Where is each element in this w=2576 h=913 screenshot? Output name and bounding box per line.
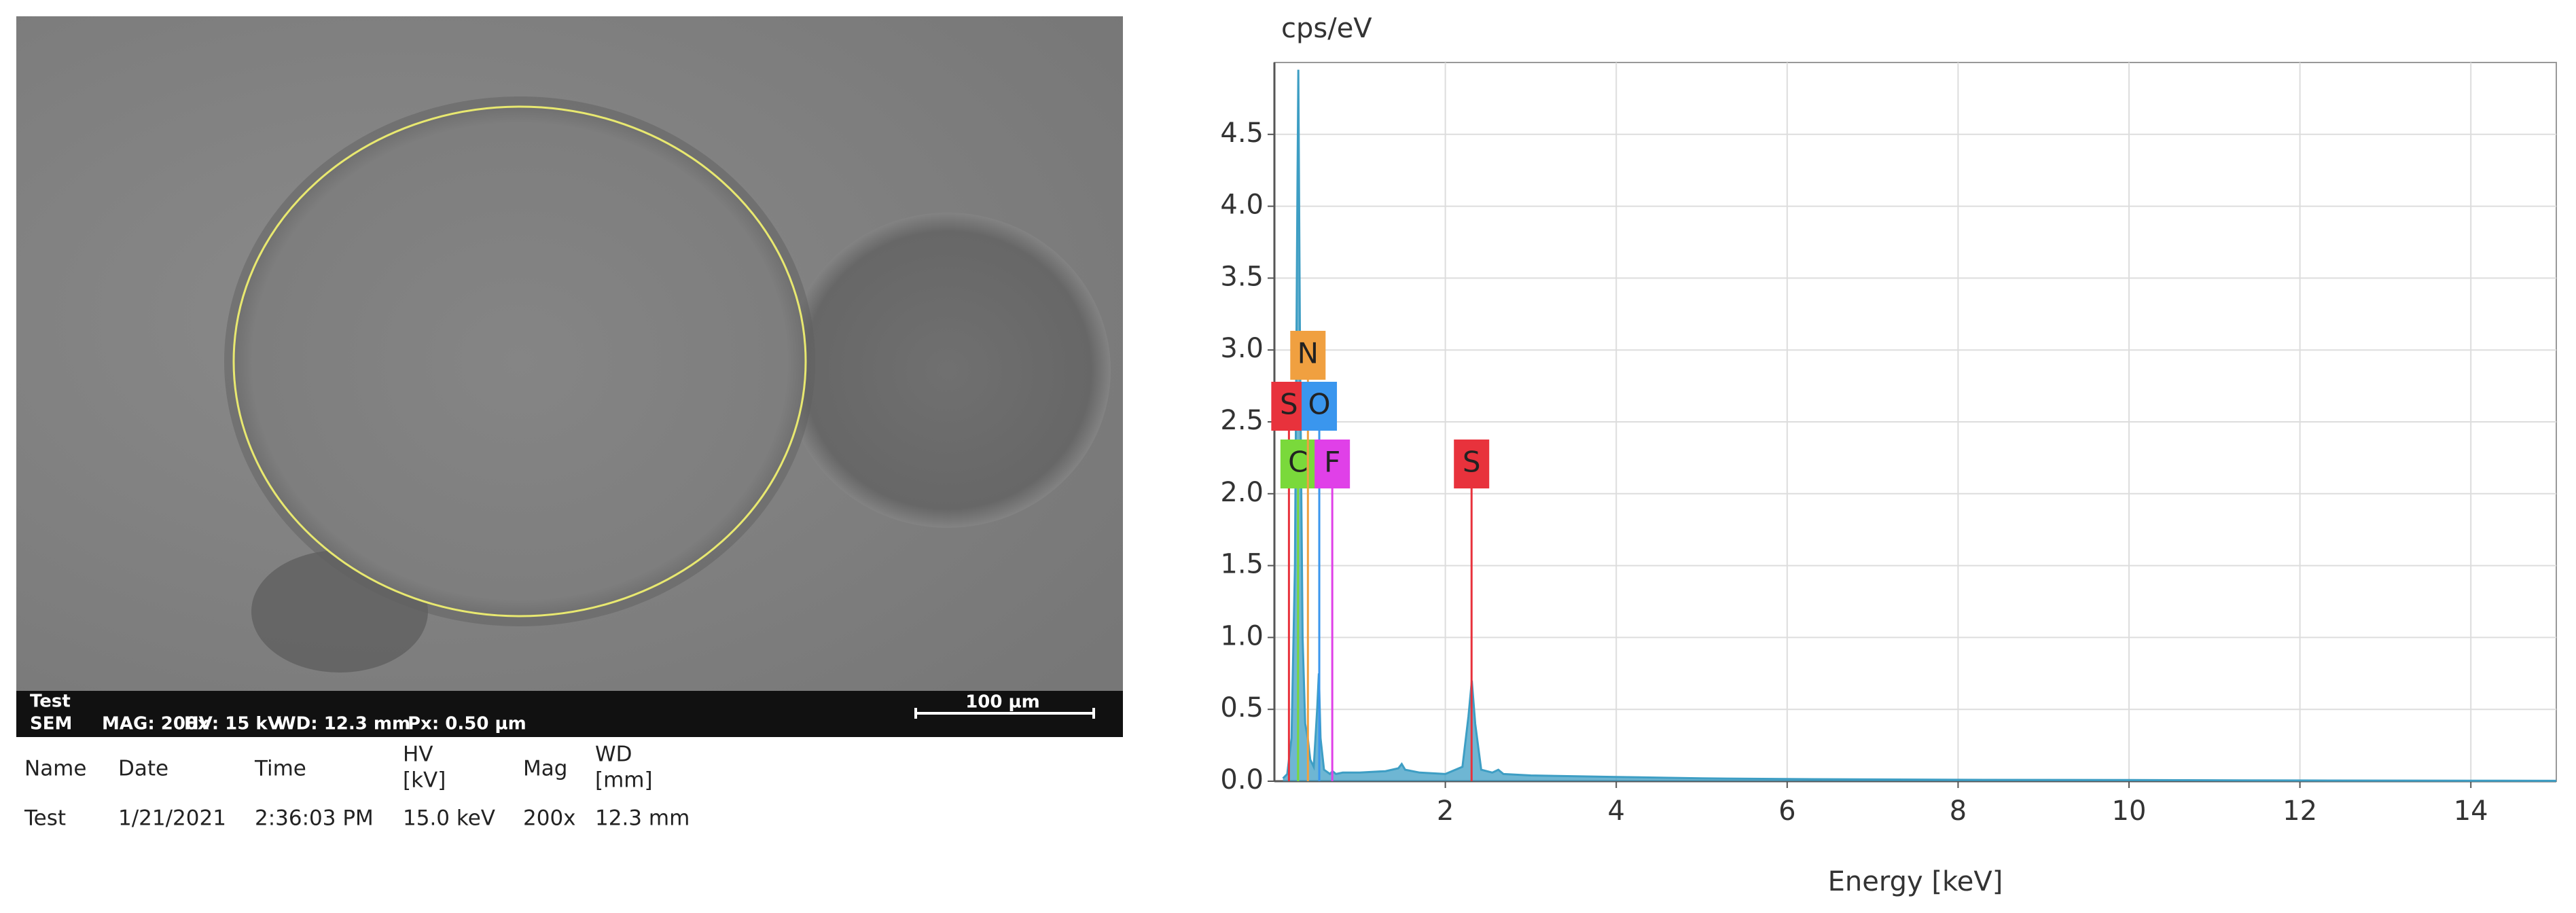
table-cell: 2:36:03 PM <box>255 806 374 831</box>
spectrum-line <box>1282 69 2557 782</box>
info-item: MAG: 200x <box>102 714 209 734</box>
table-header: HV <box>403 742 433 767</box>
table-header: Time <box>254 757 306 781</box>
y-tick-label: 2.0 <box>1220 477 1264 508</box>
spectrum-chart: 0.0 0.5 1.0 1.5 2.0 2.5 3.0 3.5 4.0 4.5 2 4 6 8 10 12 14… <box>1220 13 2557 897</box>
table-header: Name <box>24 757 86 781</box>
table-cell: 200x <box>523 806 576 831</box>
x-tick-label: 8 <box>1950 795 1967 827</box>
y-tick-label: 3.5 <box>1220 261 1264 292</box>
y-tick-label: 2.5 <box>1220 405 1264 436</box>
x-tick-label: 12 <box>2283 795 2317 827</box>
table-header: [mm] <box>595 768 653 793</box>
info-item: WD: 12.3 mm <box>276 714 410 734</box>
table-cell: 12.3 mm <box>595 806 690 831</box>
scale-label: 100 µm <box>965 692 1040 713</box>
marker-box <box>1280 440 1316 488</box>
x-tick-label: 2 <box>1437 795 1454 827</box>
table-header: WD <box>595 742 632 767</box>
y-tick-label: 1.0 <box>1220 620 1264 651</box>
sample-name: Test <box>30 692 71 712</box>
marker-label: F <box>1324 446 1340 479</box>
marker-box <box>1290 331 1326 380</box>
marker-label: N <box>1298 337 1319 370</box>
marker-label: C <box>1288 446 1308 479</box>
table-header: [kV] <box>403 768 446 793</box>
x-tick-label: 14 <box>2454 795 2488 827</box>
info-table: Name Date Time HV[kV] Mag WD[mm] Test 1/21/2021… <box>24 742 690 831</box>
y-tick-label: 0.5 <box>1220 692 1264 723</box>
y-axis-title: cps/eV <box>1281 13 1372 44</box>
marker-box <box>1302 382 1338 431</box>
marker-box <box>1454 440 1490 488</box>
y-tick-label: 1.5 <box>1220 549 1264 580</box>
marker-label: S <box>1463 446 1481 479</box>
table-cell: 15.0 keV <box>403 806 495 831</box>
table-header: Date <box>118 757 168 781</box>
x-axis-title: Energy [keV] <box>1828 866 2003 897</box>
x-tick-label: 4 <box>1607 795 1624 827</box>
marker-box <box>1271 382 1307 431</box>
particle <box>785 213 1111 528</box>
marker-label: O <box>1308 388 1331 421</box>
y-tick-label: 4.0 <box>1220 190 1264 221</box>
x-tick-label: 6 <box>1778 795 1795 827</box>
y-tick-label: 0.0 <box>1220 764 1264 795</box>
table-cell: 1/21/2021 <box>118 806 226 831</box>
table-cell: Test <box>24 806 66 831</box>
marker-label: S <box>1280 388 1298 421</box>
table-header: Mag <box>523 757 567 781</box>
info-item: Px: 0.50 µm <box>408 714 526 734</box>
selection-ellipse <box>232 105 807 617</box>
y-tick-label: 3.0 <box>1220 333 1264 364</box>
x-tick-label: 10 <box>2112 795 2147 827</box>
y-tick-label: 4.5 <box>1220 118 1264 149</box>
marker-box <box>1314 440 1350 488</box>
info-item: HV: 15 kV <box>184 714 281 734</box>
sem-image <box>16 16 1123 691</box>
info-item: SEM <box>30 714 72 734</box>
scale-bar <box>914 708 1095 719</box>
